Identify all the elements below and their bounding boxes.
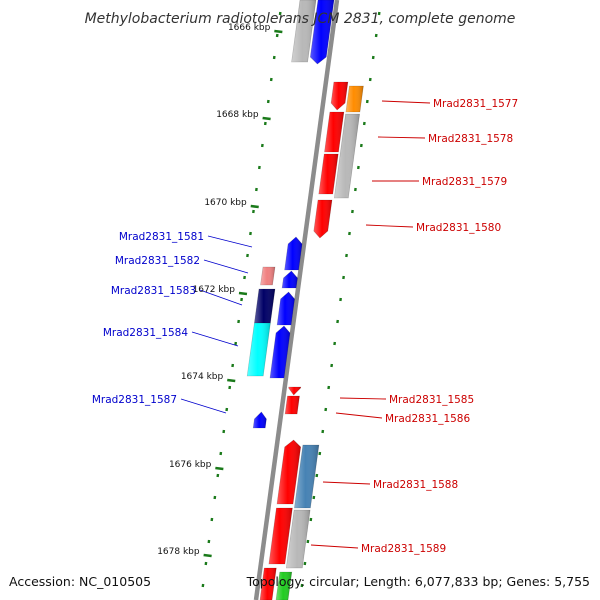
kbp-tick bbox=[227, 378, 236, 383]
label-leader bbox=[199, 289, 243, 306]
label-leader bbox=[191, 331, 239, 347]
label-leaders bbox=[180, 100, 431, 549]
gene-label: Mrad2831_1583 bbox=[111, 285, 196, 297]
gene-shading bbox=[276, 572, 292, 600]
kbp-label: 1670 kbp bbox=[204, 198, 247, 208]
gene-shading bbox=[345, 86, 364, 112]
kbp-label: 1668 kbp bbox=[216, 110, 259, 120]
label-leader bbox=[310, 544, 359, 549]
scale-ticks bbox=[201, 11, 381, 588]
gene-label: Mrad2831_1581 bbox=[119, 231, 204, 243]
label-leader bbox=[322, 481, 371, 485]
gene-shading bbox=[247, 323, 271, 376]
gene-label: Mrad2831_1577 bbox=[433, 98, 518, 110]
gene-shading bbox=[260, 568, 277, 600]
label-leader bbox=[381, 100, 431, 104]
label-leader bbox=[207, 235, 253, 248]
gene-shading bbox=[284, 237, 303, 270]
gene-shading bbox=[318, 154, 339, 194]
gene-shading bbox=[270, 326, 290, 378]
gene-shading bbox=[253, 412, 267, 428]
gene-shading bbox=[288, 387, 301, 395]
kbp-label: 1666 kbp bbox=[228, 23, 271, 33]
gene-shading bbox=[260, 267, 275, 285]
gene-shading bbox=[331, 82, 348, 110]
kbp-labels: 1666 kbp 1668 kbp 1670 kbp 1672 kbp 1674 kbp… bbox=[157, 23, 283, 558]
kbp-tick bbox=[262, 116, 271, 121]
gene-shading bbox=[277, 440, 301, 504]
kbp-tick bbox=[250, 204, 259, 209]
gene-shading bbox=[277, 292, 295, 325]
gene-shading bbox=[324, 112, 344, 152]
gene-label: Mrad2831_1582 bbox=[115, 255, 200, 267]
kbp-label: 1674 kbp bbox=[181, 372, 224, 382]
genes bbox=[246, 0, 364, 600]
gene-shading bbox=[268, 508, 293, 564]
gene-label: Mrad2831_1589 bbox=[361, 543, 446, 555]
gene-label: Mrad2831_1586 bbox=[385, 413, 470, 425]
label-leader bbox=[180, 398, 227, 414]
map-title: Methylobacterium radiotolerans JCM 2831,… bbox=[85, 11, 516, 27]
gene-label: Mrad2831_1585 bbox=[389, 394, 474, 406]
gene-label: Mrad2831_1588 bbox=[373, 479, 458, 491]
gene-shading bbox=[334, 114, 360, 198]
accession-text: Accession: NC_010505 bbox=[9, 574, 151, 589]
kbp-tick bbox=[215, 466, 224, 471]
kbp-tick bbox=[274, 29, 283, 34]
gene-shading bbox=[286, 510, 311, 568]
gene-shading bbox=[294, 445, 319, 508]
gene-shading bbox=[282, 271, 298, 288]
gene-label: Mrad2831_1579 bbox=[422, 176, 507, 188]
gene-label: Mrad2831_1578 bbox=[428, 133, 513, 145]
gene-shading bbox=[291, 0, 316, 62]
label-leader bbox=[335, 412, 383, 419]
kbp-tick bbox=[238, 291, 248, 296]
gene-shading bbox=[313, 200, 332, 238]
label-leader bbox=[203, 259, 249, 274]
gene-shading bbox=[310, 0, 334, 64]
genome-backbone bbox=[253, 0, 340, 600]
gene-label: Mrad2831_1580 bbox=[416, 222, 501, 234]
kbp-label: 1676 kbp bbox=[169, 460, 212, 470]
gene-labels: Mrad2831_1581 Mrad2831_1582 Mrad2831_1583 M… bbox=[92, 98, 518, 555]
gene-shading bbox=[254, 289, 275, 323]
kbp-label: 1678 kbp bbox=[157, 547, 200, 557]
kbp-tick bbox=[203, 553, 212, 558]
gene-label: Mrad2831_1584 bbox=[103, 327, 188, 339]
gene-label: Mrad2831_1587 bbox=[92, 394, 177, 406]
gene-shading bbox=[285, 396, 300, 414]
topology-text: Topology: circular; Length: 6,077,833 bp… bbox=[246, 574, 590, 589]
label-leader bbox=[339, 397, 387, 400]
kbp-label: 1672 kbp bbox=[193, 285, 236, 295]
label-leader bbox=[377, 136, 426, 139]
label-leader bbox=[365, 224, 414, 228]
